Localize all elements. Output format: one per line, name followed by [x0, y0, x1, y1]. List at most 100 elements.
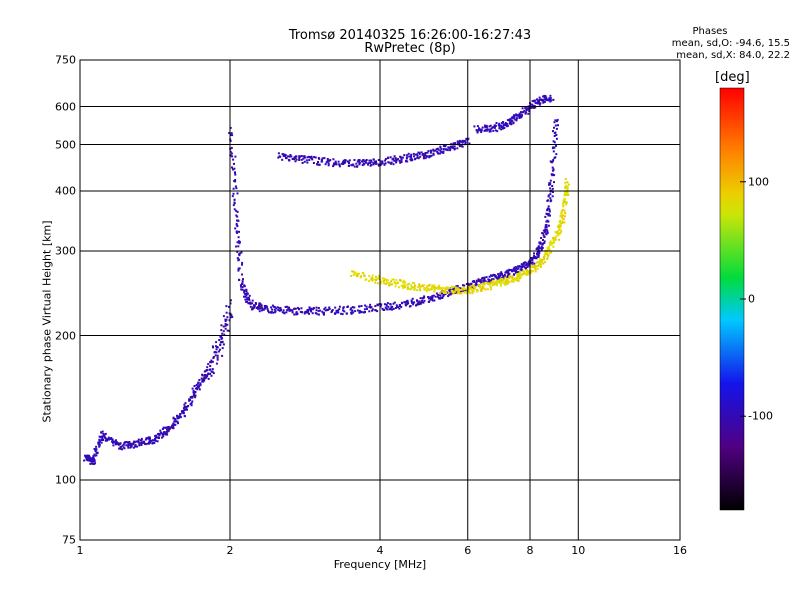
- echo-point: [184, 406, 187, 409]
- echo-point: [490, 127, 493, 130]
- echo-point: [552, 98, 555, 101]
- echo-point: [511, 120, 514, 123]
- echo-point: [358, 159, 361, 162]
- echo-point: [537, 248, 540, 251]
- echo-point: [394, 285, 397, 288]
- echo-point: [520, 263, 523, 266]
- echo-point: [372, 162, 375, 165]
- echo-point: [439, 145, 442, 148]
- echo-point: [463, 288, 466, 290]
- echo-point: [552, 168, 555, 171]
- echo-point: [431, 296, 434, 299]
- echo-point: [546, 258, 549, 260]
- echo-point: [549, 182, 552, 185]
- echo-point: [558, 238, 561, 241]
- echo-point: [501, 278, 504, 281]
- echo-point: [549, 243, 552, 246]
- echo-point: [428, 284, 430, 287]
- echo-point: [540, 258, 542, 261]
- echo-point: [369, 164, 372, 167]
- echo-point: [149, 441, 152, 444]
- echo-point: [519, 271, 522, 274]
- echo-point: [172, 425, 175, 428]
- echo-point: [567, 183, 570, 186]
- echo-point: [307, 155, 310, 158]
- echo-point: [159, 429, 162, 432]
- echo-point: [504, 282, 507, 285]
- echo-point: [85, 454, 88, 457]
- echo-point: [510, 123, 513, 126]
- echo-point: [328, 307, 331, 310]
- echo-point: [221, 347, 224, 350]
- echo-point: [527, 262, 530, 265]
- echo-point: [290, 155, 293, 158]
- echo-point: [303, 312, 306, 315]
- echo-point: [452, 142, 455, 145]
- echo-point: [315, 309, 318, 312]
- echo-point: [424, 157, 427, 160]
- echo-point: [430, 288, 433, 290]
- echo-point: [537, 245, 540, 248]
- echo-point: [192, 391, 195, 394]
- echo-point: [502, 124, 505, 127]
- echo-point: [544, 215, 547, 218]
- echo-point: [533, 252, 535, 255]
- echo-point: [211, 360, 214, 363]
- echo-point: [440, 151, 443, 154]
- echo-point: [508, 119, 511, 122]
- echo-point: [228, 329, 231, 332]
- echo-point: [506, 119, 509, 122]
- echo-point: [89, 462, 92, 465]
- echo-point: [100, 431, 103, 434]
- echo-point: [267, 309, 270, 312]
- echo-point: [446, 288, 449, 291]
- echo-point: [562, 205, 565, 208]
- echo-point: [174, 423, 177, 426]
- echo-point: [416, 289, 419, 292]
- colorbar-unit: [deg]: [715, 70, 750, 85]
- echo-point: [435, 292, 438, 295]
- echo-point: [450, 292, 453, 295]
- echo-point: [561, 222, 564, 224]
- echo-point: [553, 146, 556, 149]
- echo-point: [249, 305, 252, 308]
- echo-point: [504, 271, 507, 274]
- echo-point: [278, 309, 281, 312]
- echo-point: [456, 147, 459, 150]
- echo-point: [233, 198, 236, 201]
- echo-point: [87, 457, 90, 460]
- echo-point: [520, 276, 523, 279]
- echo-point: [284, 154, 287, 157]
- echo-point: [350, 275, 353, 277]
- echo-point: [253, 304, 255, 307]
- echo-point: [545, 226, 548, 228]
- echo-point: [404, 281, 407, 284]
- echo-point: [271, 308, 274, 311]
- echo-point: [406, 283, 409, 286]
- echo-point: [508, 277, 511, 280]
- echo-point: [538, 96, 541, 99]
- echo-point: [179, 416, 182, 419]
- echo-point: [427, 150, 430, 153]
- echo-point: [416, 154, 419, 157]
- echo-point: [540, 248, 543, 251]
- echo-point: [105, 438, 108, 441]
- echo-point: [233, 171, 236, 174]
- echo-point: [473, 285, 476, 288]
- echo-point: [560, 210, 563, 213]
- echo-point: [335, 311, 338, 314]
- echo-point: [316, 163, 319, 166]
- echo-point: [555, 134, 558, 136]
- echo-point: [527, 271, 530, 274]
- echo-point: [512, 117, 515, 120]
- echo-point: [289, 154, 292, 156]
- echo-point: [509, 120, 512, 123]
- echo-point: [520, 116, 523, 119]
- echo-point: [368, 280, 370, 283]
- echo-point: [526, 107, 529, 110]
- echo-point: [198, 388, 201, 391]
- echo-point: [441, 297, 444, 299]
- echo-point: [198, 379, 201, 381]
- echo-point: [405, 303, 408, 306]
